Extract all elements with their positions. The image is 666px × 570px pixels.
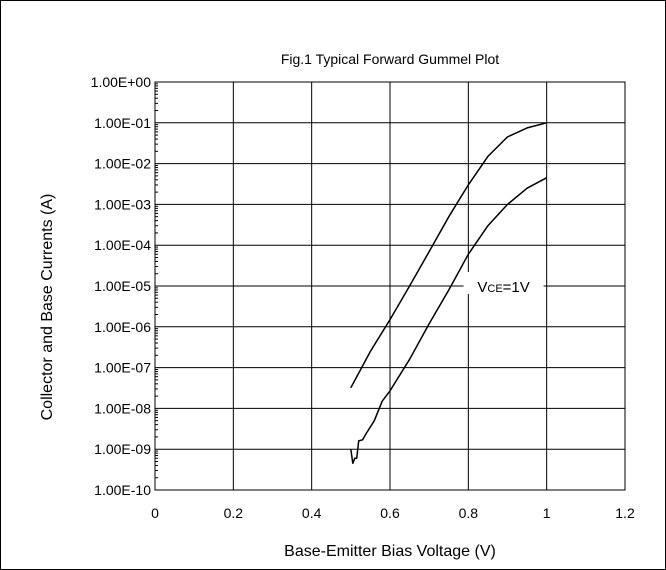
y-tick-label: 1.00E-01 (94, 115, 151, 131)
chart-title: Fig.1 Typical Forward Gummel Plot (281, 51, 499, 67)
x-tick-label: 1 (543, 505, 551, 521)
y-tick-label: 1.00E-10 (94, 482, 151, 498)
gridlines (155, 82, 625, 490)
y-tick-label: 1.00E-09 (94, 441, 151, 457)
y-tick-label: 1.00E-07 (94, 360, 151, 376)
y-tick-label: 1.00E-03 (94, 196, 151, 212)
x-tick-label: 0.4 (302, 505, 322, 521)
series-group (350, 122, 548, 465)
y-tick-label: 1.00E+00 (91, 74, 152, 90)
x-tick-label: 0.8 (459, 505, 479, 521)
annotation-background (463, 272, 544, 294)
series-line-2 (350, 177, 548, 465)
vce-annotation: VCE=1V (463, 272, 544, 296)
y-axis-ticks: 1.00E-10 1.00E-09 1.00E-08 1.00E-07 1.00E-06… (91, 74, 158, 498)
x-tick-label: 0.2 (224, 505, 244, 521)
y-tick-label: 1.00E-04 (94, 237, 151, 253)
series-line-1 (350, 122, 547, 389)
x-tick-label: 0.6 (380, 505, 400, 521)
y-tick-label: 1.00E-02 (94, 156, 151, 172)
vce-label: VCE=1V (477, 279, 529, 296)
x-axis-ticks: 0 0.2 0.4 0.6 0.8 1 1.2 (151, 505, 635, 521)
x-axis-label: Base-Emitter Bias Voltage (V) (284, 543, 496, 560)
y-tick-label: 1.00E-06 (94, 319, 151, 335)
y-tick-label: 1.00E-05 (94, 278, 151, 294)
y-axis-label: Collector and Base Currents (A) (39, 194, 56, 421)
y-tick-label: 1.00E-08 (94, 400, 151, 416)
x-tick-label: 0 (151, 505, 159, 521)
x-tick-label: 1.2 (615, 505, 635, 521)
